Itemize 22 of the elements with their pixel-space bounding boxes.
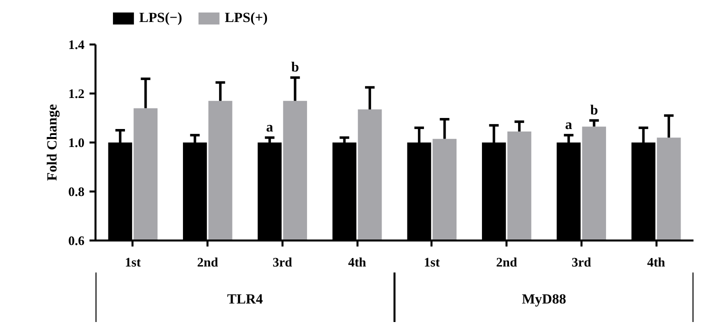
text: TLR4 [227,292,263,308]
y-tick-label: 0.8 [68,184,85,199]
x-tick-label: 1st [124,254,142,270]
data-label: b [590,103,598,118]
x-tick-label: 2nd [197,254,219,270]
data-label: b [291,60,300,76]
x-tick-label: 3rd [272,254,293,270]
text: MyD88 [522,292,566,308]
data-label: a [565,118,572,134]
legend-label: LPS(+) [224,11,268,26]
y-tick-label: 1.2 [68,86,84,101]
y-tick-label: 1.0 [68,135,84,150]
y-tick-label: 1.4 [68,37,85,52]
x-tick-label: 1st [424,254,440,270]
x-tick-label: 4th [348,254,367,270]
x-tick-label: 3rd [572,254,592,270]
data-label: a [266,120,274,136]
x-tick-label: 4th [647,254,666,270]
y-tick-label: 0.6 [68,233,85,248]
x-tick-label: 2nd [496,254,518,270]
legend-label: LPS(−) [139,11,182,26]
y-axis-title: Fold Change [45,104,60,181]
